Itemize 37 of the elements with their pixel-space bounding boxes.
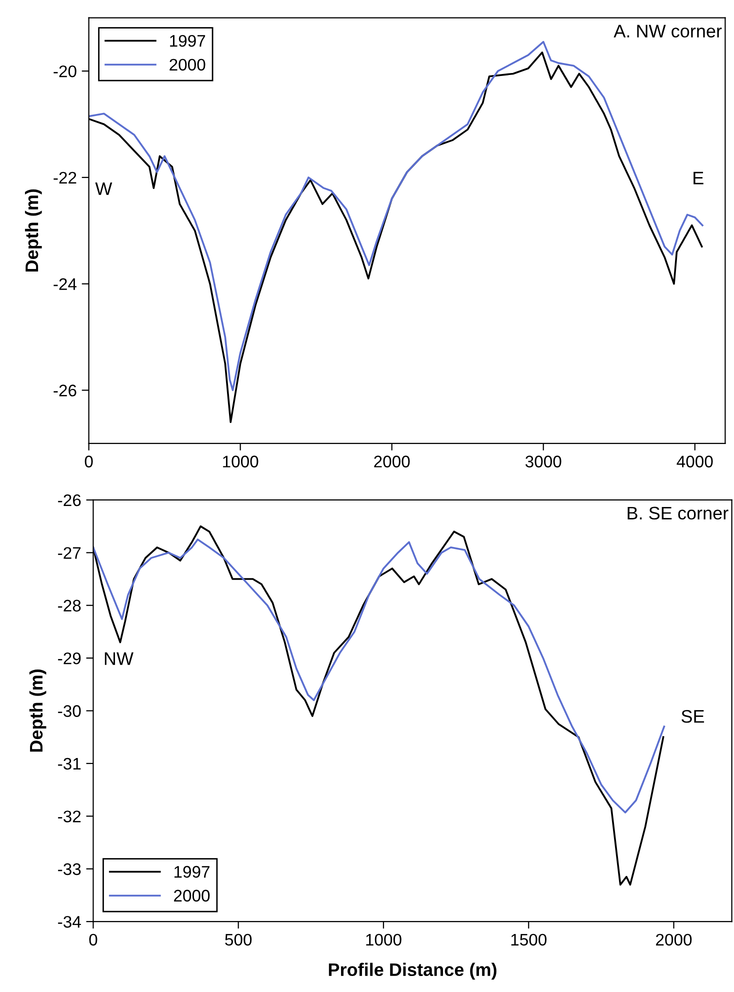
annotation: E [694,172,704,184]
x-tick-label: 4000 [676,456,713,468]
x-tick-label: 1500 [511,934,546,946]
legend-label: 1997 [170,34,206,47]
chart-title: A. NW corner [614,24,722,38]
y-tick-label: -24 [54,278,77,290]
y-tick-label: -28 [58,600,81,612]
x-tick-label: 1000 [223,456,258,468]
x-tick-label: 0 [89,934,98,946]
y-tick-label: -29 [58,652,81,664]
y-tick-label: -26 [58,494,81,506]
y-tick-label: -34 [58,916,81,928]
line-series [93,538,666,814]
x-tick-label: 2000 [374,456,410,468]
x-tick-label: 1000 [366,934,402,946]
legend-label: 1997 [174,866,210,878]
y-tick-label: -30 [58,705,81,717]
x-tick-label: 500 [225,934,252,946]
y-axis-title: Depth (m) [24,189,42,272]
y-tick-label: -27 [58,547,81,559]
y-tick-label: -32 [58,810,81,822]
annotation: SE [682,710,704,723]
x-tick-label: 0 [84,456,93,468]
annotation: W [95,182,112,195]
annotation: NW [104,652,134,665]
y-tick-label: -26 [54,384,76,396]
y-tick-label: -22 [54,172,76,184]
x-tick-label: 2000 [656,934,692,946]
x-axis-title: Profile Distance (m) [328,962,496,980]
chart-title: B. SE corner [628,506,728,520]
y-tick-label: -31 [58,758,81,770]
x-tick-label: 3000 [525,456,562,468]
legend-label: 2000 [170,58,206,71]
y-axis-title: Depth (m) [29,670,46,752]
y-tick-label: -20 [54,65,76,78]
legend-label: 2000 [174,890,210,902]
y-tick-label: -33 [58,863,81,876]
